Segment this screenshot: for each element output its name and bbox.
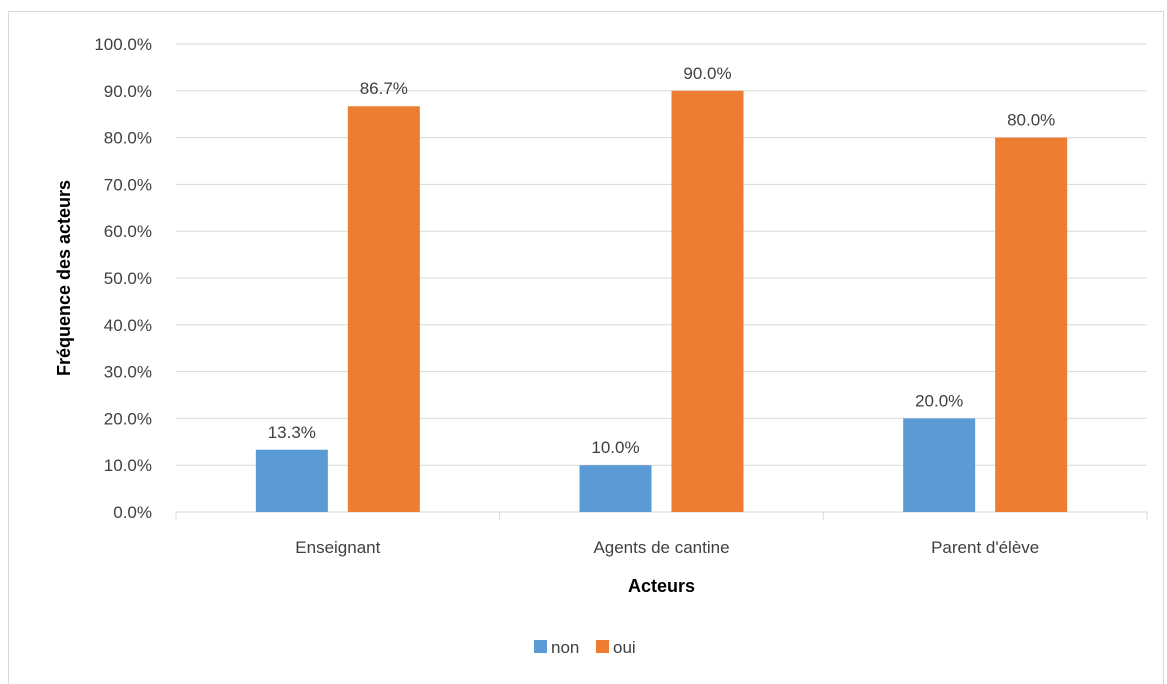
- data-label: 86.7%: [360, 79, 408, 98]
- y-tick-label: 40.0%: [104, 316, 152, 335]
- bar-non: [903, 418, 976, 512]
- y-tick-label: 80.0%: [104, 129, 152, 148]
- data-label: 90.0%: [683, 64, 731, 83]
- y-tick-label: 20.0%: [104, 409, 152, 428]
- legend-label: oui: [613, 638, 636, 657]
- bar-oui: [995, 137, 1068, 512]
- data-label: 20.0%: [915, 391, 963, 410]
- y-tick-label: 0.0%: [113, 503, 152, 522]
- y-tick-label: 60.0%: [104, 222, 152, 241]
- y-tick-label: 30.0%: [104, 363, 152, 382]
- legend-label: non: [551, 638, 579, 657]
- x-tick-label: Parent d'élève: [931, 538, 1039, 557]
- y-tick-label: 90.0%: [104, 82, 152, 101]
- y-axis-title: Fréquence des acteurs: [54, 180, 74, 376]
- legend-swatch-non: [534, 640, 547, 653]
- data-label: 13.3%: [268, 423, 316, 442]
- data-label: 10.0%: [591, 438, 639, 457]
- x-axis-title: Acteurs: [628, 576, 695, 596]
- bar-oui: [347, 106, 420, 512]
- bar-non: [255, 449, 328, 512]
- bar-oui: [671, 90, 744, 513]
- y-tick-label: 50.0%: [104, 269, 152, 288]
- data-label: 80.0%: [1007, 111, 1055, 130]
- x-tick-label: Agents de cantine: [593, 538, 729, 557]
- y-tick-label: 10.0%: [104, 456, 152, 475]
- legend-swatch-oui: [596, 640, 609, 653]
- chart-frame: [8, 11, 1164, 684]
- y-tick-label: 100.0%: [94, 35, 152, 54]
- x-tick-label: Enseignant: [295, 538, 380, 557]
- y-tick-label: 70.0%: [104, 175, 152, 194]
- bar-non: [579, 465, 652, 512]
